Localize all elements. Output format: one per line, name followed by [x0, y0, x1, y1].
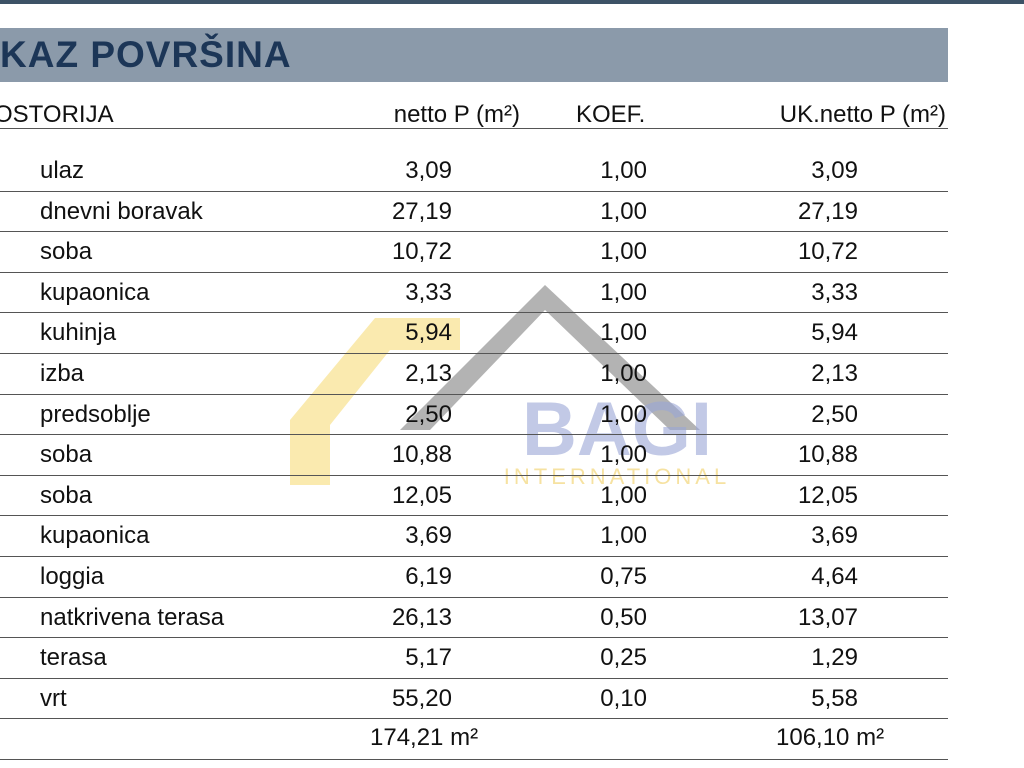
- room-name: soba: [40, 481, 93, 509]
- total-area: 3,33: [811, 278, 858, 306]
- room-name: kuhinja: [40, 319, 117, 347]
- netto-total: 174,21 m²: [370, 724, 479, 752]
- room-name: kupaonica: [40, 278, 150, 306]
- netto-area: 26,13: [391, 603, 452, 631]
- coefficient: 0,10: [600, 684, 647, 712]
- column-header: KOEF.: [576, 101, 646, 128]
- room-name: predsoblje: [40, 400, 151, 428]
- row-rule: [0, 677, 948, 679]
- room-name: vrt: [40, 684, 67, 712]
- netto-area: 3,69: [405, 522, 452, 550]
- coefficient: 1,00: [600, 157, 647, 184]
- row-rule: [0, 312, 948, 314]
- total-area: 4,64: [811, 563, 858, 590]
- row-rule: [0, 271, 948, 273]
- room-name: soba: [40, 441, 93, 469]
- netto-area: 2,13: [405, 360, 452, 387]
- coefficient: 1,00: [600, 238, 647, 266]
- room-name: terasa: [40, 644, 107, 672]
- coefficient: 0,75: [600, 563, 647, 590]
- netto-area: 3,09: [405, 157, 452, 184]
- top-rule: [0, 0, 1024, 4]
- coefficient: 0,50: [600, 603, 647, 631]
- coefficient: 0,25: [600, 644, 647, 672]
- total-area: 2,50: [811, 400, 858, 428]
- total-area: 5,58: [811, 684, 858, 712]
- total-area: 13,07: [797, 603, 858, 631]
- total-area: 3,09: [811, 157, 858, 184]
- row-rule: [0, 353, 948, 354]
- coefficient: 1,00: [600, 481, 647, 509]
- room-name: ulaz: [40, 157, 85, 184]
- coefficient: 1,00: [600, 400, 647, 428]
- room-name: izba: [40, 360, 85, 387]
- row-rule: [0, 718, 948, 720]
- netto-area: 10,72: [391, 238, 452, 266]
- netto-area: 12,05: [391, 481, 452, 509]
- header-rule: [0, 128, 948, 129]
- title-bar: KAZ POVRŠINA: [0, 28, 948, 82]
- row-rule: [0, 190, 948, 192]
- netto-area: 2,50: [405, 400, 452, 428]
- bottom-rule: [0, 759, 948, 760]
- netto-area: 6,19: [405, 563, 452, 590]
- coefficient: 1,00: [600, 522, 647, 550]
- coefficient: 1,00: [600, 360, 647, 387]
- row-rule: [0, 231, 948, 233]
- total-area: 5,94: [811, 319, 858, 347]
- row-rule: [0, 434, 948, 436]
- row-rule: [0, 474, 948, 476]
- total-area: 10,88: [797, 441, 858, 469]
- row-rule: [0, 596, 948, 598]
- row-rule: [0, 393, 948, 395]
- coefficient: 1,00: [600, 441, 647, 469]
- coefficient: 1,00: [600, 197, 647, 225]
- total-area: 1,29: [811, 644, 858, 672]
- column-header: OSTORIJA: [0, 101, 114, 128]
- uk-total: 106,10 m²: [776, 724, 885, 752]
- room-name: soba: [40, 238, 93, 266]
- netto-area: 55,20: [391, 684, 452, 712]
- column-header: netto P (m²): [393, 101, 520, 128]
- total-area: 2,13: [811, 360, 858, 387]
- netto-area: 10,88: [391, 441, 452, 469]
- netto-area: 3,33: [405, 278, 452, 306]
- row-rule: [0, 515, 948, 517]
- total-area: 12,05: [797, 481, 858, 509]
- total-area: 3,69: [811, 522, 858, 550]
- room-name: natkrivena terasa: [40, 603, 225, 631]
- coefficient: 1,00: [600, 319, 647, 347]
- title: KAZ POVRŠINA: [0, 34, 292, 75]
- netto-area: 27,19: [391, 197, 452, 225]
- coefficient: 1,00: [600, 278, 647, 306]
- room-name: kupaonica: [40, 522, 150, 550]
- row-rule: [0, 556, 948, 557]
- total-area: 27,19: [797, 197, 858, 225]
- netto-area: 5,94: [405, 319, 452, 347]
- netto-area: 5,17: [405, 644, 452, 672]
- room-name: dnevni boravak: [40, 197, 203, 225]
- row-rule: [0, 637, 948, 639]
- total-area: 10,72: [797, 238, 858, 266]
- column-header: UK.netto P (m²): [779, 101, 946, 128]
- room-name: loggia: [40, 563, 105, 590]
